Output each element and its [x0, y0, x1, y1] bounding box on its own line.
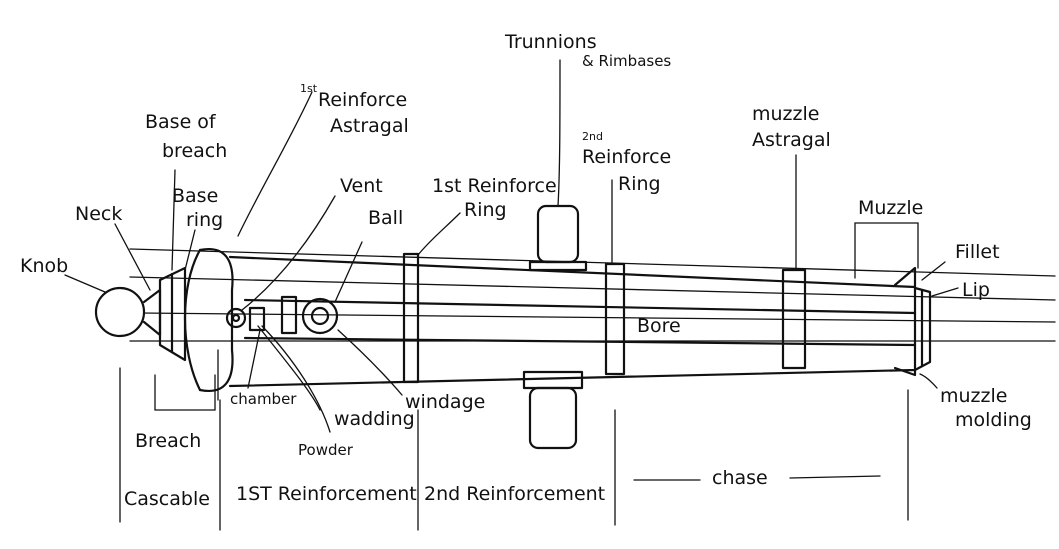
- label-astragal-1-a: Reinforce: [318, 89, 407, 111]
- knob-shape: [94, 286, 146, 338]
- label-reinforce-ring-2-sup: 2nd: [582, 130, 603, 143]
- label-bore: Bore: [637, 315, 681, 337]
- label-base-of-breach-b: breach: [162, 140, 227, 162]
- ball-shape: [301, 297, 339, 335]
- label-trunnions: Trunnions: [504, 31, 597, 53]
- label-wadding: wadding: [334, 408, 415, 430]
- section-dividers: [119, 367, 909, 531]
- label-base-ring-b: ring: [186, 209, 223, 231]
- trunnion-bottom: [528, 386, 578, 450]
- label-reinforce-ring-2-b: Ring: [618, 173, 661, 195]
- label-astragal-1-sup: 1st: [300, 82, 318, 95]
- label-muzzle-molding-a: muzzle: [940, 385, 1007, 407]
- reinforce-ring-1-shape: [402, 252, 420, 384]
- labels: Knob Neck Base of breach Base ring 1st R…: [20, 31, 1032, 510]
- guide-lines: [129, 248, 1056, 342]
- label-chase: chase: [712, 467, 768, 489]
- label-powder: Powder: [298, 441, 354, 459]
- label-neck: Neck: [75, 203, 122, 225]
- label-chamber: chamber: [230, 390, 297, 408]
- label-base-of-breach-a: Base of: [145, 111, 217, 133]
- label-rimbases: & Rimbases: [582, 52, 671, 70]
- cannon-body: [94, 204, 932, 450]
- label-knob: Knob: [20, 255, 68, 277]
- label-cascable: Cascable: [124, 488, 210, 510]
- label-astragal-1-b: Astragal: [330, 115, 409, 137]
- label-windage: windage: [405, 391, 485, 413]
- trunnion-top: [536, 204, 580, 264]
- label-breach: Breach: [135, 430, 201, 452]
- label-muzzle: Muzzle: [858, 197, 923, 219]
- label-lip: Lip: [962, 279, 990, 301]
- label-reinforce-ring-1-a: 1st Reinforce: [432, 175, 557, 197]
- label-vent: Vent: [340, 175, 383, 197]
- label-reinforcement-1: 1ST Reinforcement: [236, 483, 417, 505]
- label-ball: Ball: [368, 207, 403, 229]
- label-reinforce-ring-2-a: Reinforce: [582, 146, 671, 168]
- label-reinforce-ring-1-b: Ring: [464, 199, 507, 221]
- label-base-ring-a: Base: [172, 185, 218, 207]
- label-muzzle-astragal-a: muzzle: [752, 103, 819, 125]
- label-muzzle-molding-b: molding: [955, 409, 1032, 431]
- muzzle-astragal-shape: [781, 268, 807, 370]
- label-fillet: Fillet: [955, 241, 1000, 263]
- label-reinforcement-2: 2nd Reinforcement: [424, 483, 605, 505]
- reinforce-ring-2-shape: [604, 262, 626, 376]
- label-muzzle-astragal-b: Astragal: [752, 129, 831, 151]
- leader-lines: [64, 59, 959, 433]
- muzzle-bracket: [854, 222, 919, 279]
